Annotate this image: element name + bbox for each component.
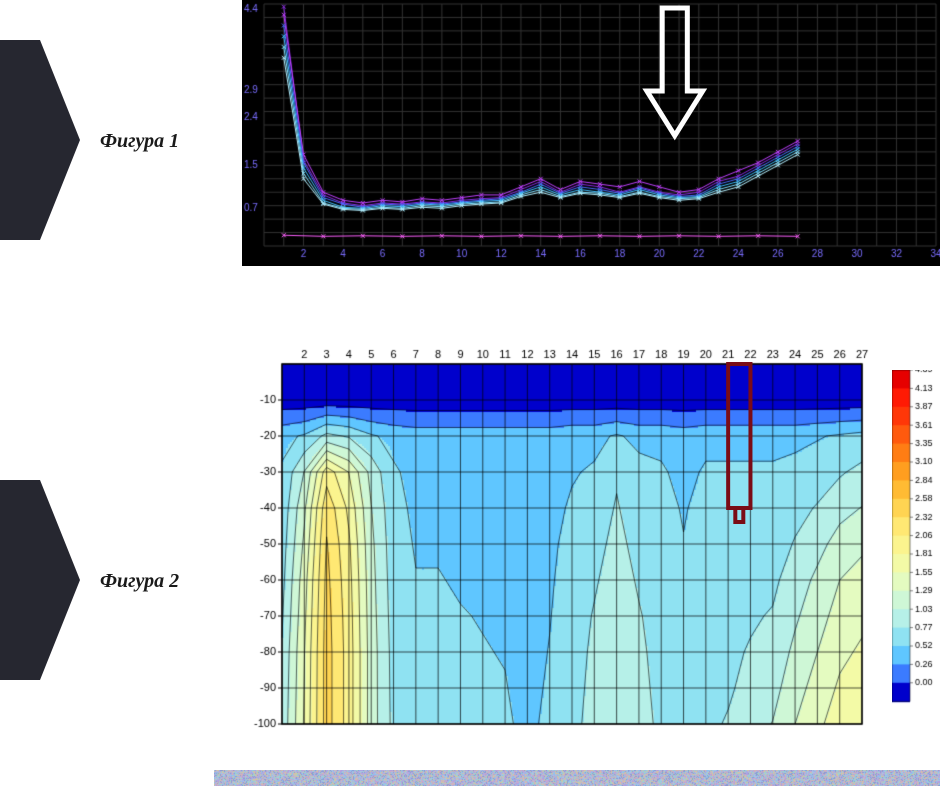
decorative-noise-strip (214, 770, 940, 786)
figure-1-label: Фигура 1 (100, 130, 179, 153)
contour-heatmap (242, 340, 940, 746)
line-chart-canvas (242, 0, 940, 266)
wedge-shape (0, 40, 80, 240)
wedge-shape (0, 480, 80, 680)
heatmap-colorbar (892, 370, 940, 711)
contour-heatmap-canvas (242, 340, 940, 746)
decorative-wedge-2 (0, 480, 80, 680)
decorative-wedge-1 (0, 40, 80, 240)
figure-2-label: Фигура 2 (100, 570, 179, 593)
line-chart (242, 0, 940, 266)
